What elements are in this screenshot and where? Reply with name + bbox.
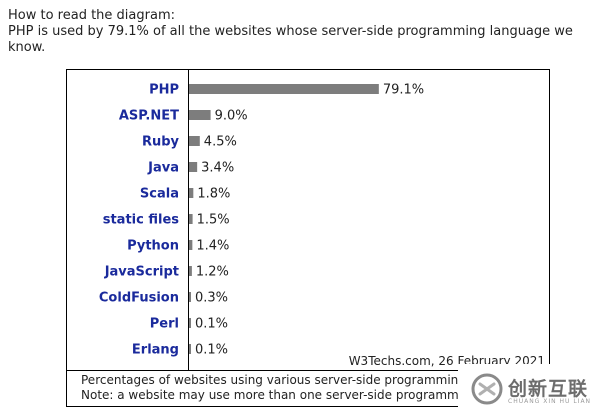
- value-label: 0.1%: [195, 317, 228, 332]
- category-label[interactable]: ColdFusion: [99, 291, 179, 306]
- bar: [189, 162, 198, 172]
- category-label[interactable]: Erlang: [132, 343, 179, 358]
- value-label: 3.4%: [201, 161, 234, 176]
- category-label[interactable]: PHP: [149, 83, 179, 98]
- watermark-text-en: CHUANG XIN HU LIAN: [508, 398, 592, 405]
- bar: [189, 292, 191, 302]
- caption-line-1: Percentages of websites using various se…: [81, 373, 532, 387]
- bar: [189, 110, 211, 120]
- category-label[interactable]: Java: [147, 161, 179, 176]
- value-label: 0.1%: [195, 343, 228, 358]
- chart-frame: PHP 79.1% ASP.NET 9.0% Ruby 4.5% Java 3.4% Scala…: [66, 69, 550, 371]
- value-label: 1.2%: [196, 265, 229, 280]
- intro-text: How to read the diagram: PHP is used by …: [8, 8, 598, 56]
- value-label: 0.3%: [195, 291, 228, 306]
- value-label: 4.5%: [204, 135, 237, 150]
- bar: [189, 136, 200, 146]
- value-label: 1.8%: [197, 187, 230, 202]
- watermark: 创新互联 CHUANG XIN HU LIAN: [458, 364, 605, 418]
- bar: [189, 344, 191, 354]
- bar: [189, 318, 191, 328]
- category-label[interactable]: Ruby: [142, 135, 180, 150]
- category-label[interactable]: Python: [127, 239, 179, 254]
- intro-line-2: PHP is used by 79.1% of all the websites…: [8, 24, 573, 39]
- value-label: 1.4%: [196, 239, 229, 254]
- category-label[interactable]: ASP.NET: [119, 109, 179, 124]
- value-label: 79.1%: [383, 83, 424, 98]
- bar: [189, 84, 379, 94]
- bar: [189, 240, 193, 250]
- intro-line-3: know.: [8, 40, 46, 55]
- category-label[interactable]: static files: [103, 213, 180, 228]
- caption-line-2: Note: a website may use more than one se…: [81, 388, 537, 402]
- bar-chart: PHP 79.1% ASP.NET 9.0% Ruby 4.5% Java 3.4% Scala…: [99, 70, 424, 370]
- category-label[interactable]: JavaScript: [104, 265, 179, 280]
- bar: [189, 214, 193, 224]
- category-label[interactable]: Perl: [150, 317, 179, 332]
- intro-heading: How to read the diagram:: [8, 8, 175, 23]
- value-label: 1.5%: [197, 213, 230, 228]
- category-label[interactable]: Scala: [140, 187, 179, 202]
- chart-caption: Percentages of websites using various se…: [66, 371, 550, 407]
- bar: [189, 266, 192, 276]
- watermark-text-cn: 创新互联: [508, 378, 589, 400]
- value-label: 9.0%: [215, 109, 248, 124]
- bar: [189, 188, 194, 198]
- watermark-logo-icon: [471, 373, 503, 405]
